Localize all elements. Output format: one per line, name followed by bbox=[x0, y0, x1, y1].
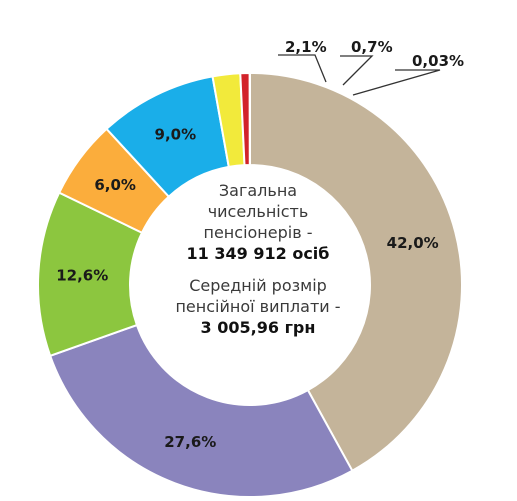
slice-label: 12,6% bbox=[56, 267, 108, 285]
slice-label: 0,7% bbox=[351, 38, 393, 56]
slice-label: 2,1% bbox=[285, 38, 327, 56]
slice-label: 9,0% bbox=[155, 125, 197, 143]
slice-labels: 42,0% 27,6% 12,6% 6,0% 9,0% 2,1% 0,7% 0,03% bbox=[56, 38, 464, 451]
donut-slices bbox=[37, 71, 463, 498]
center-line-1: Загальна bbox=[218, 181, 298, 200]
total-pensioners-value: 11 349 912 осіб bbox=[186, 244, 330, 263]
center-line-2: чисельність bbox=[207, 202, 309, 221]
leader-line bbox=[340, 55, 374, 86]
slice-label: 27,6% bbox=[164, 433, 216, 451]
slice-label: 6,0% bbox=[94, 176, 136, 194]
leader-lines bbox=[278, 54, 441, 96]
slice-label: 42,0% bbox=[387, 234, 439, 252]
center-line-3: пенсіонерів - bbox=[203, 223, 313, 242]
center-info: Загальна чисельність пенсіонерів - 11 34… bbox=[158, 180, 358, 339]
center-line-4: Середній розмір bbox=[189, 276, 327, 295]
center-line-5: пенсійної виплати - bbox=[175, 297, 341, 316]
donut-slice bbox=[48, 323, 354, 498]
leader-line bbox=[352, 69, 441, 96]
leader-line bbox=[278, 54, 327, 83]
donut-slice bbox=[249, 71, 463, 473]
avg-pension-value: 3 005,96 грн bbox=[200, 318, 316, 337]
slice-label: 0,03% bbox=[412, 52, 464, 70]
